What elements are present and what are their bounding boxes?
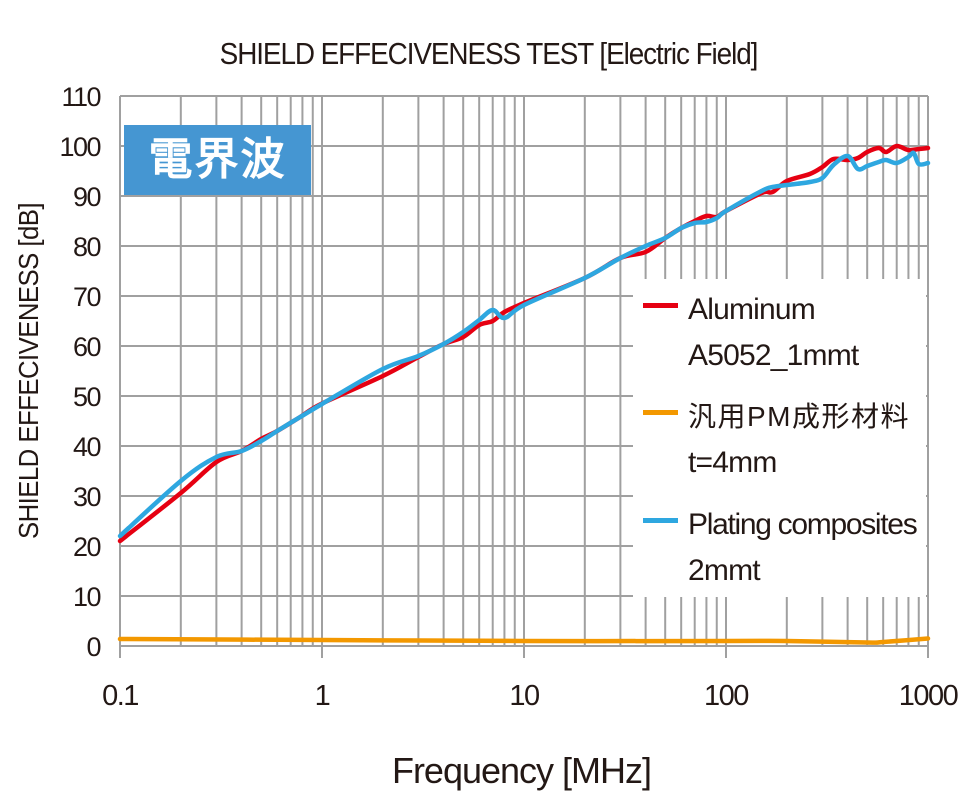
y-tick-label: 40 [73,432,101,462]
y-tick-label: 30 [73,482,101,512]
legend-label-pm-material: 汎用PM成形材料 t=4mm [688,394,910,486]
x-tick-label: 1 [315,680,330,712]
legend-line: Aluminum [688,293,816,326]
y-tick-label: 90 [73,182,101,212]
x-tick-label: 100 [704,680,748,712]
y-tick-label: 20 [73,532,101,562]
x-tick-labels: 0.1 1 10 100 1000 [102,680,959,712]
x-tick-label: 1000 [899,680,958,712]
y-tick-label: 10 [73,582,101,612]
y-tick-label: 50 [73,382,101,412]
y-tick-label: 80 [73,232,101,262]
series-lines [117,143,931,645]
legend-swatch-aluminum [643,303,678,308]
legend: Aluminum A5052_1mmt 汎用PM成形材料 t=4mm Plati… [633,279,926,597]
y-tick-label: 60 [73,332,101,362]
x-tick-label: 10 [509,680,539,712]
legend-swatch-plating [643,518,678,523]
field-type-badge: 電界波 [124,125,311,195]
legend-line: 汎用PM成形材料 [688,401,911,432]
legend-label-plating: Plating composites 2mmt [688,502,918,594]
legend-line: 2mmt [688,554,761,587]
legend-line: t=4mm [688,446,777,479]
chart-title: SHIELD EFFECIVENESS TEST [Electric Field… [219,36,759,71]
series-line-plating [117,150,931,539]
legend-label-aluminum: Aluminum A5052_1mmt [688,287,859,379]
y-tick-labels: 0 10 20 30 40 50 60 70 80 90 100 110 [59,82,102,662]
legend-swatch-pm-material [643,410,678,415]
series-line-pm-material [117,636,931,645]
legend-line: Plating composites [688,508,918,541]
x-axis-label: Frequency [MHz] [391,750,652,791]
y-tick-label: 70 [73,282,101,312]
y-axis-label: SHIELD EFFECIVENESS [dB] [13,202,44,540]
y-tick-label: 100 [59,132,100,162]
legend-line: A5052_1mmt [688,339,859,372]
x-tick-label: 0.1 [102,680,138,712]
y-tick-label: 0 [86,632,100,662]
y-tick-label: 110 [61,82,100,112]
